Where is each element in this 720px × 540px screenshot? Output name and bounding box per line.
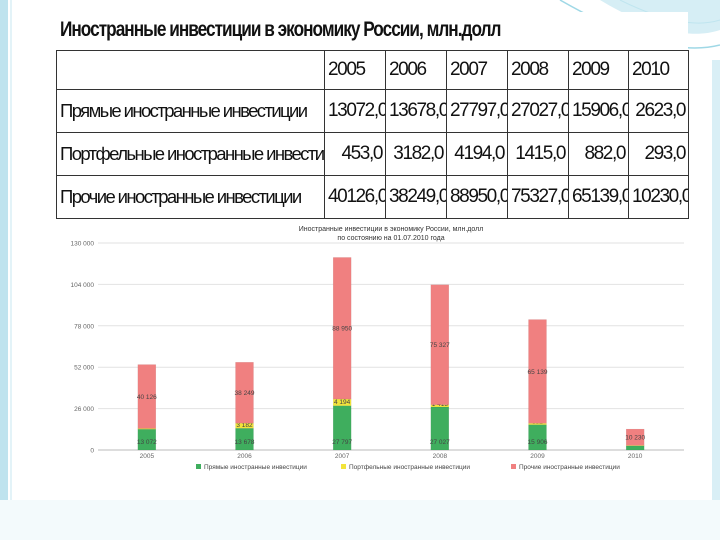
bar-segment-direct <box>430 406 450 451</box>
table-header-year: 2005 <box>324 50 386 90</box>
table-cell: 453,0 <box>324 132 386 176</box>
data-label-direct: 13 678 <box>235 439 255 446</box>
table-header-empty-cell <box>56 50 325 90</box>
y-tick-label: 78 000 <box>74 323 94 330</box>
table-header-year: 2006 <box>385 50 447 90</box>
table-cell: 1415,0 <box>507 132 569 176</box>
investment-chart-panel: Иностранные инвестиции в экономику Росси… <box>56 222 690 478</box>
legend-swatch <box>196 464 201 469</box>
table-row-label: Портфельные иностранные инвестиции <box>56 132 325 176</box>
bar-segment-other <box>430 284 450 405</box>
y-tick-label: 26 000 <box>74 406 94 413</box>
data-label-other: 65 139 <box>528 369 548 376</box>
legend-label: Портфельные иностранные инвестиции <box>349 464 470 471</box>
bar-segment-direct <box>528 424 547 451</box>
data-label-direct: 27 797 <box>332 439 352 446</box>
table-row-portfolio: Портфельные иностранные инвестиции 453,0… <box>56 132 689 176</box>
table-cell: 40126,0 <box>324 175 386 219</box>
table-header-year: 2010 <box>628 50 689 90</box>
table-cell: 882,0 <box>568 132 629 176</box>
legend-swatch <box>341 464 346 469</box>
y-tick-label: 104 000 <box>71 282 95 289</box>
data-label-other: 75 327 <box>430 342 450 349</box>
y-tick-label: 52 000 <box>74 365 94 372</box>
data-label-other: 40 126 <box>137 394 157 401</box>
legend-label: Прямые иностранные инвестиции <box>204 464 307 471</box>
slide-left-bar <box>0 0 8 540</box>
slide-bottom-strip <box>0 500 720 540</box>
table-row-other: Прочие иностранные инвестиции 40126,0 38… <box>56 175 689 219</box>
table-cell: 10230,0 <box>628 175 689 219</box>
x-tick-label: 2005 <box>140 453 155 460</box>
table-cell: 75327,0 <box>507 175 569 219</box>
data-label-direct: 13 072 <box>137 439 157 446</box>
bar-segment-other <box>332 257 352 400</box>
slide-right-bar <box>712 60 720 540</box>
table-cell: 3182,0 <box>385 132 447 176</box>
table-cell: 15906,0 <box>568 89 629 133</box>
table-row-label: Прямые иностранные инвестиции <box>56 89 325 133</box>
x-tick-label: 2010 <box>628 453 643 460</box>
legend-label: Прочие иностранные инвестиции <box>519 464 620 471</box>
x-tick-label: 2006 <box>237 453 252 460</box>
slide-left-bar-accent <box>10 0 12 540</box>
data-label-other: 10 230 <box>625 435 645 442</box>
bar-segment-other <box>625 428 645 446</box>
table-cell: 2623,0 <box>628 89 689 133</box>
investment-table: 2005 2006 2007 2008 2009 2010 Прямые ино… <box>56 50 689 219</box>
x-tick-label: 2007 <box>335 453 350 460</box>
table-header-year: 2008 <box>507 50 569 90</box>
table-cell: 27797,0 <box>446 89 508 133</box>
x-tick-label: 2008 <box>433 453 448 460</box>
investment-table-panel: Иностранные инвестиции в экономику Росси… <box>56 12 689 219</box>
data-label-portfolio: 4 194 <box>334 399 351 406</box>
table-title: Иностранные инвестиции в экономику Росси… <box>60 18 501 41</box>
table-row-label: Прочие иностранные инвестиции <box>56 175 325 219</box>
chart-title: Иностранные инвестиции в экономику Росси… <box>299 226 484 233</box>
table-cell: 88950,0 <box>446 175 508 219</box>
bar-segment-other <box>235 361 254 424</box>
data-label-other: 38 249 <box>235 390 255 397</box>
table-header-row: 2005 2006 2007 2008 2009 2010 <box>56 50 689 90</box>
chart-subtitle: по состоянию на 01.07.2010 года <box>337 235 444 242</box>
data-label-direct: 27 027 <box>430 439 450 446</box>
table-header-year: 2007 <box>446 50 508 90</box>
table-cell: 38249,0 <box>385 175 447 219</box>
table-cell: 4194,0 <box>446 132 508 176</box>
y-tick-label: 0 <box>90 448 94 455</box>
table-cell: 13072,0 <box>324 89 386 133</box>
y-tick-label: 130 000 <box>71 241 95 248</box>
table-header-year: 2009 <box>568 50 629 90</box>
x-tick-label: 2009 <box>530 453 545 460</box>
data-label-portfolio: 3 182 <box>236 422 253 429</box>
data-label-direct: 15 906 <box>528 439 548 446</box>
bar-segment-other <box>528 319 547 424</box>
table-row-direct: Прямые иностранные инвестиции 13072,0 13… <box>56 89 689 133</box>
legend-swatch <box>511 464 516 469</box>
bar-segment-other <box>137 364 157 429</box>
table-cell: 27027,0 <box>507 89 569 133</box>
table-cell: 65139,0 <box>568 175 629 219</box>
data-label-other: 88 950 <box>332 326 352 333</box>
stacked-bar-chart: Иностранные инвестиции в экономику Росси… <box>71 226 684 471</box>
table-cell: 13678,0 <box>385 89 447 133</box>
table-cell: 293,0 <box>628 132 689 176</box>
